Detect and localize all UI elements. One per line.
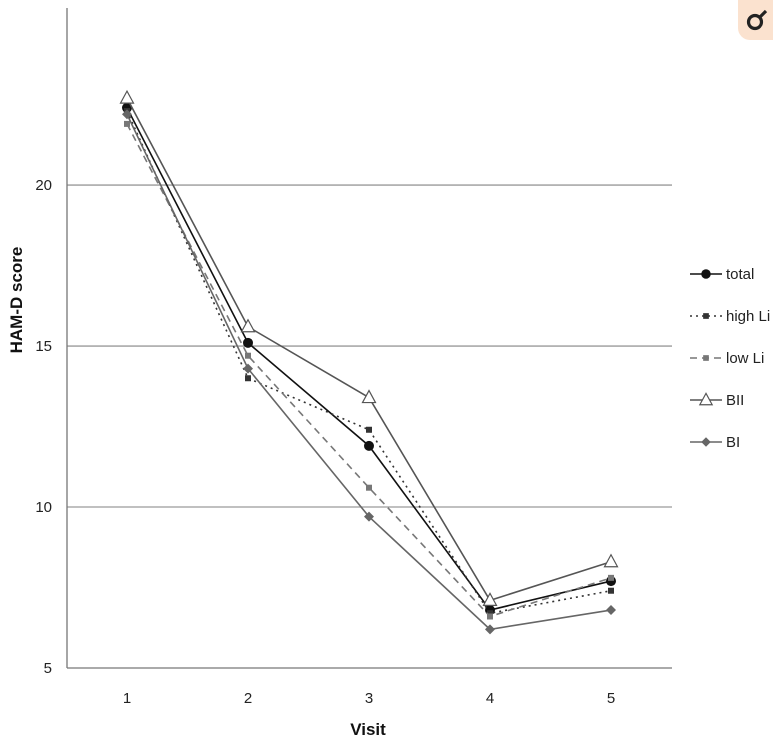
series-lines [119,89,619,635]
legend-label: BI [726,434,740,451]
x-tick-label: 5 [607,690,615,707]
data-point-total [243,337,253,348]
y-axis-title: HAM-D score [7,247,26,354]
series-high-li [124,108,614,617]
data-point-low-li [487,613,493,620]
data-point-high-li [608,587,614,594]
legend-item-bii: BII [690,392,744,409]
series-line-bii [126,97,612,602]
axes [66,8,672,669]
data-point-low-li [124,120,130,127]
series-line-total [126,107,612,611]
data-point-bi [243,363,253,374]
series-bi [122,109,616,635]
data-point-bi [122,109,132,120]
legend-label: total [726,266,754,283]
legend-marker [703,355,709,361]
x-tick-label: 1 [123,690,131,707]
legend-item-bi: BI [690,434,740,451]
series-bii [119,89,619,606]
data-point-bi [606,605,616,616]
x-tick-label: 2 [244,690,252,707]
legend-marker [703,313,709,319]
y-tick-label: 10 [35,499,52,516]
data-point-bii [119,89,135,104]
gender-symbol-icon [746,9,768,31]
data-point-bii [482,592,498,606]
data-point-low-li [245,352,251,359]
series-low-li [124,120,614,620]
data-point-total [364,440,374,451]
series-line-high-li [126,110,612,615]
legend-label: high Li [726,308,770,325]
legend-marker [701,269,711,279]
legend-item-low-li: low Li [690,350,764,367]
tick-labels: 5 10 15 20 1 2 3 4 5 [35,177,615,707]
data-point-high-li [245,375,251,382]
data-point-bi [485,624,495,635]
data-point-low-li [608,574,614,581]
data-point-bii [240,318,256,333]
y-tick-label: 20 [35,177,52,194]
x-axis-title: Visit [350,720,386,739]
legend-marker [701,437,711,447]
y-tick-label: 5 [44,660,52,677]
gridlines [67,184,672,508]
legend-item-high-li: high Li [690,308,770,325]
series-line-bi [126,113,612,631]
data-point-bii [361,389,377,404]
data-point-bi [364,511,374,522]
legend: total high Li low Li BII BI [690,266,770,451]
legend-label: low Li [726,350,764,367]
y-tick-label: 15 [35,338,52,355]
data-point-high-li [487,610,493,617]
legend-label: BII [726,392,744,409]
data-point-low-li [366,484,372,491]
x-tick-label: 4 [486,690,494,707]
corner-badge[interactable] [738,0,773,40]
series-total [122,102,616,616]
data-point-high-li [366,426,372,433]
x-tick-label: 3 [365,690,373,707]
series-line-low-li [126,123,612,618]
legend-marker [698,392,714,406]
data-point-bii [603,553,619,568]
legend-item-total: total [690,266,754,283]
